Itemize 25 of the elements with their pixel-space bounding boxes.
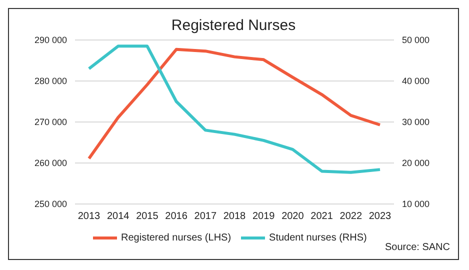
x-tick-label: 2019 (252, 211, 276, 222)
chart-title: Registered Nurses (170, 17, 297, 34)
y2-tick-label: 40 000 (402, 76, 430, 86)
source-note: Source: SANC (384, 242, 450, 253)
y-tick-label: 250 000 (34, 199, 67, 210)
x-tick-label: 2021 (310, 211, 334, 222)
legend-label: Registered nurses (LHS) (121, 232, 232, 244)
x-tick-label: 2013 (78, 211, 101, 222)
y2-tick-label: 50 000 (402, 35, 430, 46)
y2-tick-label: 30 000 (402, 117, 430, 128)
x-tick-label: 2016 (165, 211, 188, 222)
y-tick-label: 270 000 (34, 117, 67, 128)
x-tick-label: 2020 (282, 211, 304, 222)
y-tick-label: 290 000 (34, 35, 67, 46)
legend-label: Student nurses (RHS) (269, 232, 367, 244)
y2-tick-label: 20 000 (402, 158, 430, 168)
y-tick-label: 260 000 (34, 158, 67, 168)
y-tick-label: 280 000 (34, 76, 67, 86)
x-tick-label: 2014 (106, 211, 130, 222)
x-tick-label: 2017 (194, 211, 217, 222)
x-tick-label: 2023 (368, 211, 392, 222)
x-tick-label: 2018 (223, 211, 246, 222)
y2-tick-label: 10 000 (402, 199, 430, 210)
x-tick-label: 2022 (340, 211, 362, 222)
x-tick-label: 2015 (136, 211, 159, 222)
